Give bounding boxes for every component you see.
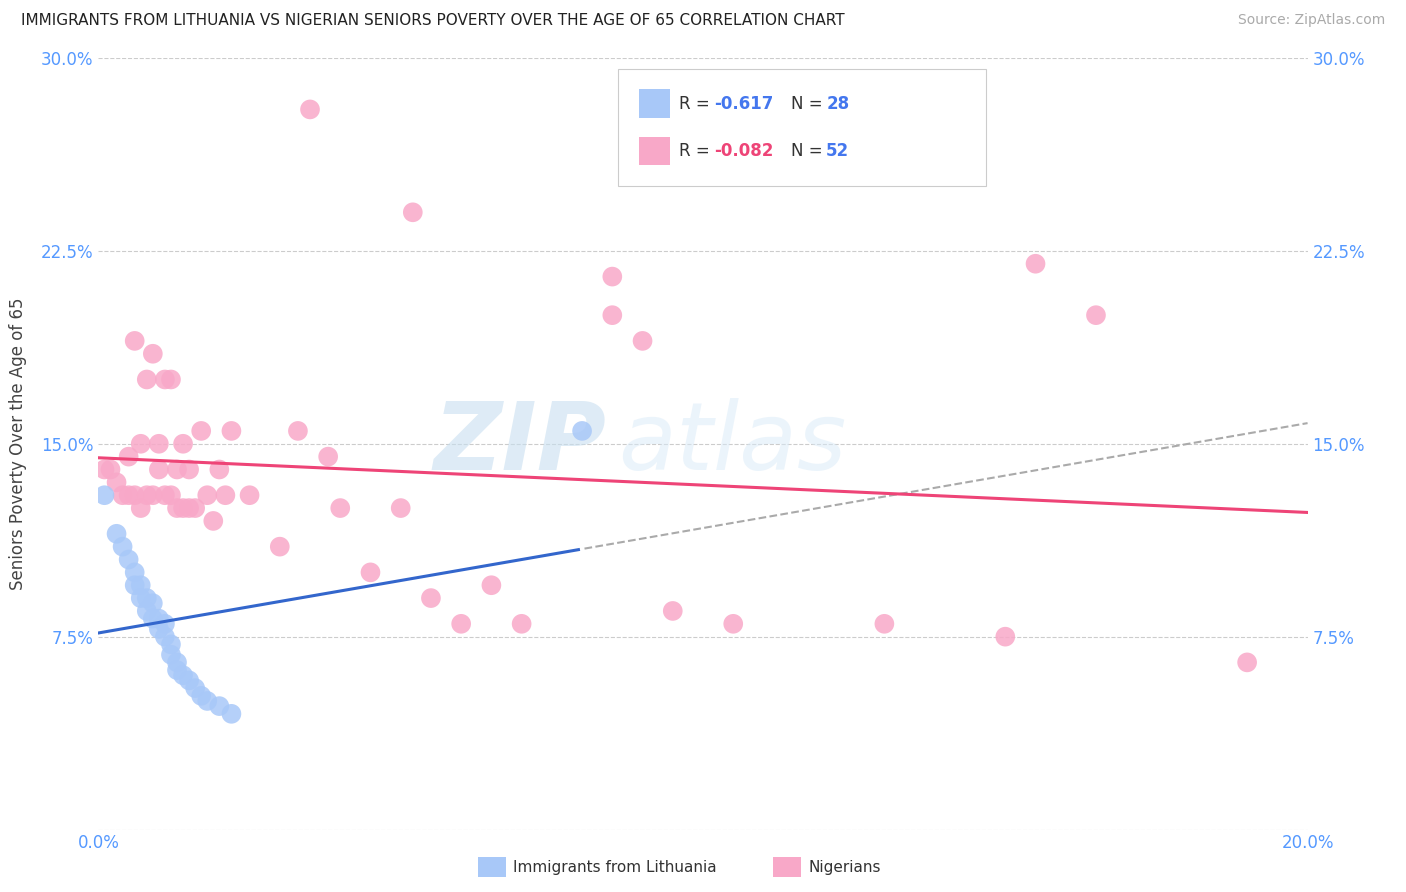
Point <box>179 462 201 476</box>
Point <box>153 616 176 631</box>
Point <box>124 566 146 580</box>
Point <box>602 308 624 322</box>
Point <box>214 488 236 502</box>
Text: Nigerians: Nigerians <box>808 860 882 874</box>
Point <box>129 501 152 516</box>
Point <box>299 103 322 117</box>
Text: R =: R = <box>679 142 714 161</box>
Text: atlas: atlas <box>619 398 846 490</box>
Point <box>329 501 352 516</box>
Text: -0.082: -0.082 <box>714 142 773 161</box>
Point <box>481 578 503 592</box>
Text: 28: 28 <box>827 95 849 112</box>
Point <box>124 578 146 592</box>
Point <box>93 488 115 502</box>
Point <box>124 334 146 348</box>
Point <box>118 450 141 464</box>
Point <box>208 462 231 476</box>
Point <box>135 372 157 386</box>
Point <box>602 269 624 284</box>
Point <box>153 488 176 502</box>
Point <box>111 540 134 554</box>
Text: R =: R = <box>679 95 714 112</box>
Point <box>287 424 309 438</box>
Text: IMMIGRANTS FROM LITHUANIA VS NIGERIAN SENIORS POVERTY OVER THE AGE OF 65 CORRELA: IMMIGRANTS FROM LITHUANIA VS NIGERIAN SE… <box>21 13 845 29</box>
Point <box>195 694 218 708</box>
Point <box>190 424 212 438</box>
Point <box>221 424 243 438</box>
Point <box>135 604 157 618</box>
Point <box>172 501 194 516</box>
Y-axis label: Seniors Poverty Over the Age of 65: Seniors Poverty Over the Age of 65 <box>8 298 27 590</box>
Point <box>93 462 115 476</box>
Point <box>316 450 339 464</box>
Point <box>105 526 128 541</box>
Point <box>179 501 201 516</box>
Point <box>1085 308 1108 322</box>
Point <box>184 501 207 516</box>
Point <box>153 372 176 386</box>
Point <box>135 488 157 502</box>
Point <box>142 596 165 610</box>
Point <box>160 637 183 651</box>
Point <box>160 648 183 662</box>
Point <box>129 591 152 605</box>
Point <box>172 436 194 450</box>
Point <box>184 681 207 695</box>
Text: N =: N = <box>792 142 828 161</box>
Point <box>148 622 170 636</box>
Point <box>135 591 157 605</box>
Point <box>129 578 152 592</box>
Point <box>269 540 291 554</box>
Point <box>148 612 170 626</box>
Point <box>510 616 533 631</box>
Text: 52: 52 <box>827 142 849 161</box>
Point <box>723 616 745 631</box>
Point <box>142 612 165 626</box>
Point <box>1024 257 1046 271</box>
Point <box>142 347 165 361</box>
Point <box>661 604 683 618</box>
Point <box>105 475 128 490</box>
Point <box>402 205 425 219</box>
Point <box>420 591 443 605</box>
Point <box>160 372 183 386</box>
Text: Immigrants from Lithuania: Immigrants from Lithuania <box>513 860 717 874</box>
Point <box>166 663 188 677</box>
Point <box>208 699 231 714</box>
Point <box>450 616 472 631</box>
Point <box>873 616 896 631</box>
Point <box>239 488 262 502</box>
Point <box>221 706 243 721</box>
Point <box>166 462 188 476</box>
Point <box>100 462 122 476</box>
Point <box>389 501 412 516</box>
Point <box>160 488 183 502</box>
Point <box>148 436 170 450</box>
Text: Source: ZipAtlas.com: Source: ZipAtlas.com <box>1237 13 1385 28</box>
Point <box>166 501 188 516</box>
Point <box>148 462 170 476</box>
Point <box>118 488 141 502</box>
Point <box>571 424 593 438</box>
Point <box>111 488 134 502</box>
Point <box>1236 656 1258 670</box>
Point <box>195 488 218 502</box>
Text: ZIP: ZIP <box>433 398 606 490</box>
Point <box>118 552 141 566</box>
Point <box>166 656 188 670</box>
Point <box>202 514 225 528</box>
Point <box>994 630 1017 644</box>
Point <box>179 673 201 688</box>
Point <box>172 668 194 682</box>
Point <box>631 334 654 348</box>
Point <box>142 488 165 502</box>
Point <box>129 436 152 450</box>
Point <box>124 488 146 502</box>
Text: N =: N = <box>792 95 828 112</box>
Point <box>360 566 382 580</box>
Point <box>153 630 176 644</box>
Point <box>190 689 212 703</box>
Text: -0.617: -0.617 <box>714 95 773 112</box>
